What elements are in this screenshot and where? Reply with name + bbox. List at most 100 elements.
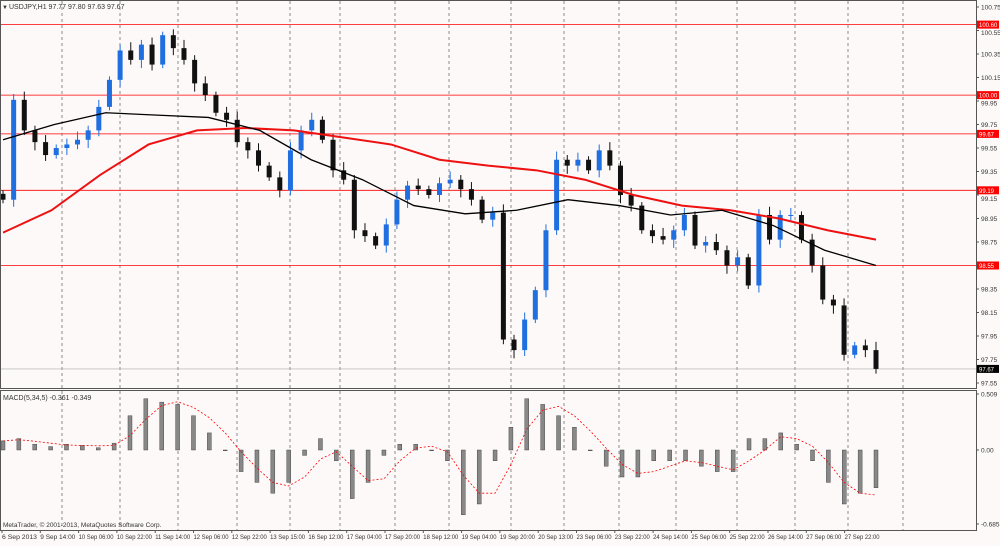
macd-bar — [191, 415, 196, 451]
candle-body — [32, 130, 38, 143]
candle-body — [213, 95, 219, 113]
macd-bar — [286, 449, 291, 483]
x-tick-label: 23 Sep 06:00 — [577, 534, 612, 541]
macd-bar — [746, 438, 752, 451]
candle-body — [703, 242, 709, 246]
candle-body — [798, 214, 804, 240]
candle-body — [809, 239, 815, 266]
y-tick-label: 99.15 — [981, 196, 998, 203]
x-tick-label: 25 Sep 06:00 — [691, 534, 726, 541]
macd-bar — [826, 449, 831, 483]
candle-body — [170, 35, 176, 49]
macd-bar — [603, 449, 609, 467]
y-tick-label: 97.55 — [981, 381, 998, 388]
y-tick-label: 100.55 — [981, 30, 1000, 37]
macd-bar — [48, 446, 53, 451]
candle-body — [767, 214, 773, 240]
y-tick-label: 98.75 — [981, 240, 998, 247]
x-tick-label: 12 Sep 06:00 — [194, 534, 229, 541]
y-tick-label: 98.35 — [981, 287, 998, 294]
price-axis: 100.60 100.00 99.67 99.19 98.55 97.67 100.75 10… — [976, 5, 1000, 528]
macd-bar — [540, 404, 545, 451]
x-tick-label: 27 Sep 22:00 — [845, 534, 880, 541]
x-tick-label: 12 Sep 22:00 — [232, 534, 267, 541]
candle-body — [681, 214, 687, 231]
level-tag — [977, 91, 999, 100]
level-label: 99.19 — [979, 189, 995, 195]
candle-body — [532, 290, 538, 320]
candle-body — [479, 199, 485, 220]
x-tick-label: 11 Sep 14:00 — [155, 534, 190, 541]
macd-panel-border — [0, 390, 977, 531]
candle-body — [458, 179, 464, 190]
candle-body — [85, 130, 91, 140]
candle-body — [319, 119, 325, 140]
candle-body — [405, 185, 411, 200]
x-tick-label: 25 Sep 22:00 — [730, 534, 765, 541]
candle-body — [564, 159, 570, 166]
macd-bar — [873, 449, 879, 488]
candle-body — [468, 189, 474, 200]
macd-bar — [492, 449, 498, 462]
time-axis: 6 Sep 2013 9 Sep 14:00 10 Sep 06:00 10 Sep … — [1, 530, 880, 541]
x-tick-label: 17 Sep 04:00 — [347, 534, 382, 541]
y-tick-label: 98.95 — [981, 216, 998, 223]
macd-bar — [127, 415, 133, 451]
candle-body — [511, 339, 517, 351]
x-tick-label: 20 Sep 13:00 — [538, 534, 573, 541]
x-tick-label: 17 Sep 20:00 — [385, 534, 420, 541]
grid — [61, 1, 904, 530]
chart-collapse-icon[interactable]: ▼ — [2, 5, 8, 11]
level-tag — [977, 129, 999, 138]
candle-body — [543, 230, 549, 291]
candle-body — [309, 119, 315, 131]
candle-body — [415, 185, 421, 190]
candle-body — [500, 212, 506, 340]
macd-bar — [651, 449, 656, 462]
candle-body — [351, 179, 357, 231]
macd-bar — [429, 449, 434, 452]
candle-body — [298, 130, 304, 151]
macd-bar — [350, 449, 355, 499]
macd-label: MACD(5,34,5) -0.361 -0.349 — [3, 395, 91, 402]
candle-body — [362, 230, 368, 237]
candle-body — [713, 242, 719, 251]
candle-body — [777, 214, 783, 240]
macd-bar — [730, 449, 736, 472]
fast-ma-line — [2, 112, 877, 267]
candle-body — [852, 345, 858, 355]
macd-bar — [461, 449, 466, 516]
candle-body — [341, 170, 347, 180]
macd-bar — [588, 449, 593, 452]
candle-body — [756, 214, 762, 286]
candle-body — [862, 345, 868, 351]
level-label: 100.00 — [979, 94, 998, 100]
macd-bar — [842, 449, 847, 505]
macd-bar — [238, 449, 244, 472]
macd-bar — [572, 427, 577, 451]
candle-body — [149, 44, 155, 65]
x-tick-label: 19 Sep 20:00 — [500, 534, 535, 541]
y-tick-label: 97.95 — [981, 334, 998, 341]
slow-ma-line — [2, 127, 877, 241]
candle-body — [394, 199, 400, 225]
y-tick-label: 99.35 — [981, 169, 998, 176]
y-tick-label: 97.75 — [981, 357, 998, 364]
macd-bar — [0, 440, 6, 451]
candle-body — [660, 236, 666, 240]
candle-body — [64, 144, 70, 148]
current-price-tag — [977, 364, 999, 373]
macd-bar — [635, 449, 641, 478]
candle-body — [202, 83, 208, 96]
y-tick-label: 100.15 — [981, 75, 1000, 82]
candle-body — [0, 193, 6, 200]
candle-body — [138, 44, 144, 60]
level-label: 98.55 — [979, 264, 995, 270]
macd-bar — [365, 449, 371, 483]
level-tag — [977, 186, 999, 195]
macd-bar — [96, 447, 101, 451]
candle-body — [266, 165, 272, 178]
x-tick-label: 19 Sep 04:00 — [462, 534, 497, 541]
macd-bar — [524, 398, 529, 451]
